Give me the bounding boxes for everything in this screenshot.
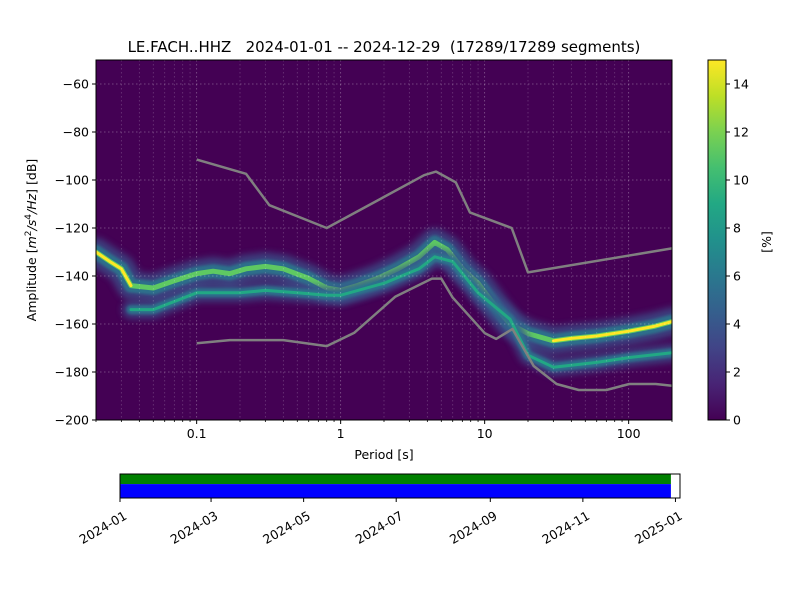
colorbar-label: [%]	[759, 231, 774, 253]
timeline-tick-label: 2024-07	[353, 508, 406, 547]
y-tick-label: −160	[55, 317, 89, 332]
reference-curve	[196, 158, 672, 274]
colorbar-tick-label: 2	[733, 365, 741, 380]
timeline-data-bar	[120, 484, 671, 498]
colorbar-tick-label: 10	[733, 173, 749, 188]
grid-layer	[96, 60, 672, 420]
timeline-axis: 2024-01 2024-03 2024-05 2024-07 2024-09 2024-…	[77, 473, 685, 547]
x-tick-label: 10	[477, 426, 493, 441]
y-tick-label: −100	[55, 173, 89, 188]
timeline-tick-label: 2024-09	[447, 508, 500, 547]
y-axis-label-unit-hz: /Hz	[24, 193, 39, 215]
x-tick-label: 100	[617, 426, 641, 441]
colorbar-tick-label: 12	[733, 125, 749, 140]
x-tick-label: 0.1	[187, 426, 207, 441]
colorbar-tick-label: 8	[733, 221, 741, 236]
timeline-tick-label: 2025-01	[632, 508, 685, 547]
y-axis-label-exp4: 4	[24, 214, 34, 220]
y-tick-label: −120	[55, 221, 89, 236]
x-axis-label: Period [s]	[354, 447, 413, 462]
y-tick-label: −60	[63, 77, 89, 92]
y-axis-label-unit-m: m	[24, 236, 39, 248]
colorbar-tick-label: 6	[733, 269, 741, 284]
y-tick-label: −80	[63, 125, 89, 140]
timeline-tick-label: 2024-03	[168, 508, 221, 547]
colorbar-tick-label: 4	[733, 317, 741, 332]
timeline-frame	[119, 473, 681, 499]
density-ridge	[122, 247, 672, 377]
timeline-tick-label: 2024-01	[77, 508, 130, 547]
y-axis-label-suffix: ] [dB]	[24, 159, 39, 194]
y-axis: −200 −180 −160 −140 −120 −100 −80 −60	[55, 77, 96, 428]
y-tick-label: −200	[55, 413, 89, 428]
colorbar	[707, 59, 727, 421]
y-axis-label-prefix: Amplitude [	[24, 248, 39, 321]
reference-curves	[196, 158, 672, 392]
x-tick-label: 1	[337, 426, 345, 441]
y-axis-label: Amplitude [m2/s4/Hz] [dB]	[24, 159, 39, 322]
density-layer	[96, 228, 672, 377]
chart-title: LE.FACH..HHZ 2024-01-01 -- 2024-12-29 (1…	[128, 38, 641, 56]
y-axis-label-exp2: 2	[24, 230, 34, 236]
x-axis: 0.1 1 10 100	[95, 420, 673, 441]
colorbar-ticks: 0 2 4 6 8 10 12 14	[726, 77, 749, 428]
y-tick-label: −140	[55, 269, 89, 284]
colorbar-tick-label: 0	[733, 413, 741, 428]
y-tick-label: −180	[55, 365, 89, 380]
timeline-coverage-bar	[120, 474, 671, 485]
timeline-tick-label: 2024-11	[539, 508, 592, 547]
y-axis-label-unit-s: /s	[24, 219, 39, 231]
timeline-tick-label: 2024-05	[260, 508, 313, 547]
colorbar-tick-label: 14	[733, 77, 749, 92]
reference-curve	[196, 277, 672, 392]
